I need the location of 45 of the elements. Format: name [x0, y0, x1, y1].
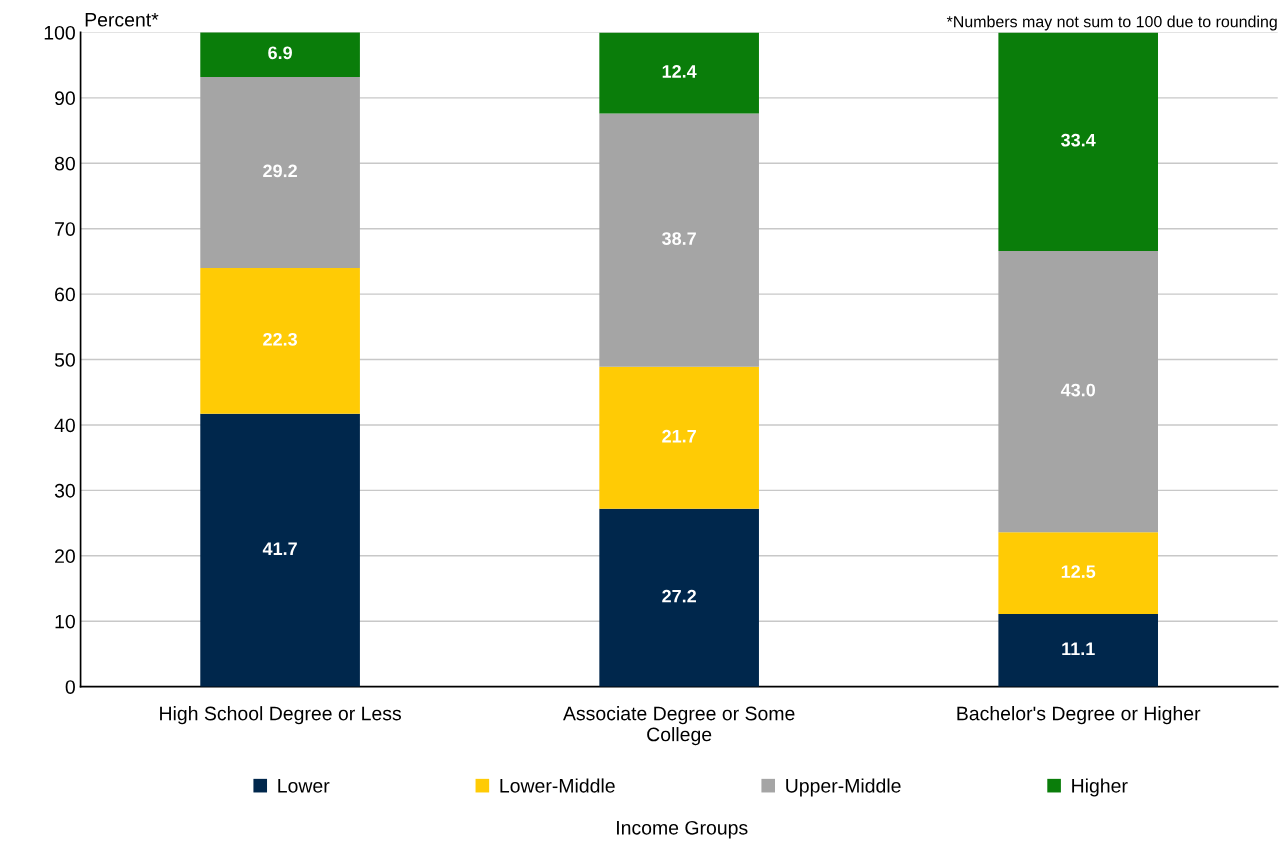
data-label: 12.4	[662, 65, 697, 78]
x-tick-label: Bachelor's Degree or Higher	[957, 706, 1201, 725]
bar	[599, 32, 759, 114]
y-tick-label: 30	[54, 483, 75, 498]
y-tick-label: 70	[55, 222, 75, 236]
y-tick-label: 20	[55, 549, 75, 564]
y-tick-label: 80	[54, 156, 75, 171]
text: *Numbers may not sum to 100 due to rounding	[946, 15, 1277, 31]
data-label: 6.9	[268, 46, 292, 60]
y-tick-label: 40	[54, 418, 75, 433]
legend-title: Income Groups	[617, 820, 748, 839]
bar	[200, 267, 360, 414]
data-label: 29.2	[263, 164, 297, 178]
data-label: 12.5	[1061, 565, 1096, 578]
legend-label: Lower-Middle	[500, 778, 615, 793]
bar	[599, 113, 759, 367]
data-label: 33.4	[1061, 133, 1096, 147]
bar	[599, 508, 759, 687]
y-tick-label: 0	[65, 680, 75, 694]
bar	[200, 76, 360, 268]
legend-label: Upper-Middle	[786, 778, 901, 797]
bar	[998, 250, 1159, 533]
y-tick-label: 50	[54, 353, 75, 367]
bar	[200, 413, 360, 687]
y-tick-label: 60	[55, 287, 75, 302]
bar	[998, 614, 1159, 687]
bar	[599, 366, 759, 509]
x-tick-label: High School Degree or Less	[160, 706, 401, 725]
y-tick-label: 100	[44, 25, 75, 40]
bar	[998, 32, 1159, 251]
y-tick-label: 90	[55, 91, 75, 106]
bar	[200, 32, 360, 77]
bar	[998, 532, 1159, 615]
legend-label: Higher	[1072, 778, 1128, 797]
data-label: 41.7	[262, 542, 297, 555]
data-label: 22.3	[263, 332, 298, 346]
data-label: 11.1	[1062, 642, 1095, 656]
y-tick-label: 10	[55, 614, 75, 629]
data-label: 27.2	[662, 589, 696, 603]
y-axis-title: Percent*	[85, 13, 159, 27]
data-label: 43.0	[1060, 383, 1096, 397]
data-label: 21.7	[662, 429, 696, 443]
x-tick-label: Associate Degree or Some College	[563, 706, 795, 746]
legend-label: Lower	[278, 779, 330, 793]
data-label: 38.7	[661, 232, 696, 246]
